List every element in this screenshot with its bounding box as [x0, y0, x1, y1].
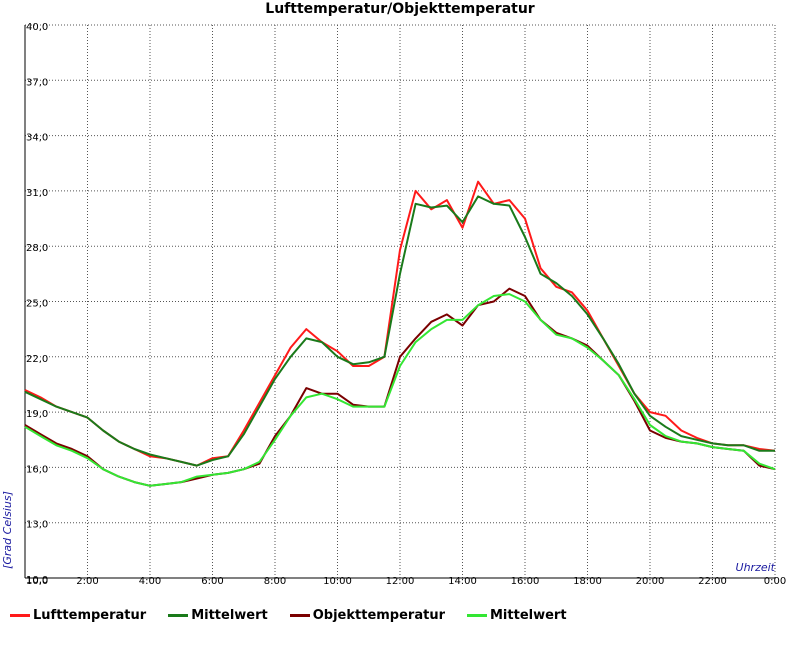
legend-swatch: [10, 614, 30, 617]
y-tick-label: 25,0: [26, 299, 48, 310]
legend-label: Lufttemperatur: [33, 608, 147, 623]
x-tick-label: 10:00: [323, 576, 352, 587]
y-tick-label: 37,0: [26, 77, 48, 88]
legend-swatch: [289, 614, 310, 617]
legend-label: Mittelwert: [490, 608, 567, 623]
legend-swatch: [467, 614, 487, 617]
x-tick-label: 20:00: [636, 576, 665, 587]
y-tick-label: 16,0: [26, 464, 48, 475]
series-line-1: [24, 195, 775, 467]
y-tick-label: 22,0: [26, 354, 48, 365]
y-tick-label: 10,0: [26, 575, 48, 586]
y-tick-label: 13,0: [26, 520, 48, 531]
legend-swatch: [168, 614, 189, 617]
x-origin-label: 10,0: [26, 576, 48, 587]
y-axis-label: [Grad Celsius]: [1, 491, 14, 569]
y-tick-label: 19,0: [26, 409, 48, 420]
x-tick-label: 14:00: [448, 576, 477, 587]
x-tick-label: 6:00: [201, 576, 223, 587]
legend-item: Objekttemperatur: [289, 608, 445, 623]
y-tick-labels: 10,0 13,0 16,0 19,0 22,0 25,0 28,0 31,0 34,0 37,0…: [26, 22, 48, 586]
y-tick-label: 31,0: [26, 188, 48, 199]
x-tick-labels: 2:00 4:00 6:00 8:00 10:00 12:00 14:00 16:00 18:0…: [26, 576, 786, 587]
legend-label: Objekttemperatur: [312, 608, 445, 623]
legend: Lufttemperatur Mittelwert Objekttemperatur…: [10, 608, 589, 623]
series-line-2: [24, 287, 776, 487]
x-tick-label: 4:00: [139, 576, 161, 587]
y-tick-label: 40,0: [26, 22, 48, 33]
x-tick-label: 2:00: [76, 576, 98, 587]
axes: [24, 25, 775, 579]
series-lines: [24, 180, 776, 487]
x-axis-label: Uhrzeit: [736, 561, 776, 574]
x-tick-label: 16:00: [511, 576, 540, 587]
series-line-0: [24, 180, 776, 467]
x-tick-label: 0:00: [764, 576, 786, 587]
x-tick-label: 22:00: [698, 576, 727, 587]
series-line-3: [24, 293, 776, 487]
chart-title: Lufttemperatur/Objekttemperatur: [265, 1, 535, 17]
x-tick-label: 18:00: [573, 576, 602, 587]
y-tick-label: 28,0: [26, 243, 48, 254]
x-tick-label: 12:00: [386, 576, 415, 587]
x-tick-label: 8:00: [264, 576, 286, 587]
legend-item: Mittelwert: [467, 608, 567, 623]
grid: [25, 24, 776, 578]
y-tick-label: 34,0: [26, 133, 48, 144]
legend-label: Mittelwert: [191, 608, 268, 623]
legend-item: Mittelwert: [168, 608, 268, 623]
legend-item: Lufttemperatur: [10, 608, 146, 623]
